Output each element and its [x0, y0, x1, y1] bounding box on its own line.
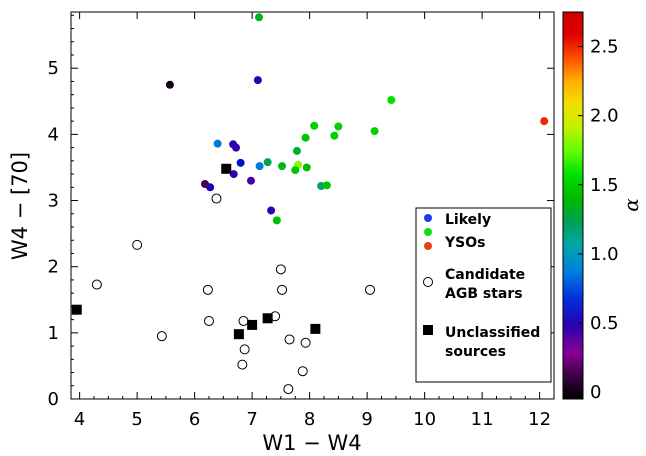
colorbar-tick-label: 0 — [590, 382, 601, 403]
x-tick-label: 4 — [74, 409, 85, 430]
colorbar — [562, 11, 584, 400]
legend-ysos-marker — [424, 242, 432, 250]
agb-point — [239, 344, 250, 355]
y-tick-label: 0 — [48, 389, 59, 410]
legend-unclassified-label-line2: sources — [445, 344, 506, 360]
colorbar-tick-label: 2.0 — [590, 106, 619, 127]
agb-point — [284, 334, 295, 345]
plot-frame — [70, 11, 555, 400]
yso-point — [255, 13, 264, 22]
x-axis-label: W1 − W4 — [262, 431, 361, 455]
yso-point — [310, 121, 319, 130]
colorbar-tick-label: 2.5 — [590, 37, 619, 58]
yso-point — [267, 206, 276, 215]
agb-point — [277, 284, 288, 295]
y-tick-label: 3 — [48, 191, 59, 212]
yso-point — [292, 146, 301, 155]
yso-point — [232, 143, 241, 152]
x-axis-ticks: 4 5 6 7 8 9 10 11 12 — [74, 12, 551, 430]
unclassified-point — [310, 323, 321, 334]
agb-point — [91, 279, 102, 290]
agb-point — [365, 284, 375, 295]
yso-point — [229, 170, 238, 179]
yso-point — [370, 127, 379, 136]
agb-point — [132, 239, 143, 250]
yso-point — [387, 95, 396, 104]
yso-point — [255, 162, 264, 171]
agb-point — [275, 264, 286, 275]
yso-point — [301, 133, 310, 142]
agb-point — [204, 315, 214, 326]
unclassified-point — [221, 163, 232, 174]
yso-point — [291, 166, 300, 175]
agb-point — [211, 193, 222, 204]
yso-point — [330, 131, 339, 140]
yso-point — [213, 139, 222, 148]
y-tick-label: 5 — [48, 58, 59, 79]
agb-point — [300, 337, 311, 348]
colorbar-ticks: 0 0.5 1.0 1.5 2.0 2.5 — [578, 37, 619, 403]
unclassified-point — [247, 319, 258, 330]
legend-box — [415, 207, 552, 383]
agb-point — [202, 284, 213, 295]
colorbar-tick-label: 0.5 — [590, 313, 619, 334]
yso-point — [236, 158, 245, 167]
x-tick-label: 12 — [528, 409, 551, 430]
yso-point — [278, 162, 287, 171]
yso-point — [540, 117, 549, 126]
agb-point — [283, 384, 294, 395]
x-tick-label: 11 — [471, 409, 494, 430]
legend-agb-label-line2: AGB stars — [445, 286, 523, 302]
legend: Likely YSOs Candidate AGB stars Unclassi… — [415, 207, 552, 383]
yso-point — [165, 80, 174, 89]
y-axis-label: W4 − [70] — [8, 152, 32, 260]
unclassified-point — [262, 313, 273, 324]
agb-point — [297, 366, 308, 377]
yso-point — [253, 76, 262, 85]
y-tick-label: 2 — [48, 257, 59, 278]
y-axis-ticks: 0 1 2 3 4 5 — [48, 14, 554, 410]
legend-unclassified-label-line1: Unclassified — [445, 325, 540, 341]
x-tick-label: 10 — [413, 409, 436, 430]
agb-point — [237, 359, 248, 370]
legend-unclassified-marker — [423, 325, 433, 335]
legend-agb-marker — [423, 277, 433, 287]
yso-point — [206, 183, 215, 192]
legend-likely-marker — [424, 214, 432, 222]
yso-point — [263, 158, 272, 167]
y-tick-label: 1 — [48, 323, 59, 344]
yso-point — [322, 181, 331, 190]
yso-point — [302, 163, 311, 172]
x-tick-label: 9 — [361, 409, 372, 430]
colorbar-label: α — [619, 198, 643, 212]
agb-point — [238, 315, 249, 326]
yso-point — [334, 122, 343, 131]
legend-likely-marker-2 — [424, 228, 432, 236]
agb-point — [156, 331, 167, 342]
yso-point — [272, 216, 281, 225]
data-points — [71, 13, 549, 395]
y-tick-label: 4 — [48, 124, 59, 145]
x-tick-label: 8 — [304, 409, 315, 430]
yso-point — [246, 176, 255, 185]
colorbar-tick-label: 1.0 — [590, 244, 619, 265]
x-tick-label: 7 — [246, 409, 257, 430]
legend-likely-label: Likely — [445, 212, 491, 228]
legend-ysos-label: YSOs — [444, 235, 485, 251]
colorbar-tick-label: 1.5 — [590, 175, 619, 196]
unclassified-point — [233, 329, 244, 340]
x-tick-label: 5 — [131, 409, 142, 430]
unclassified-point — [71, 304, 82, 315]
x-tick-label: 6 — [189, 409, 200, 430]
legend-agb-label-line1: Candidate — [445, 267, 525, 283]
